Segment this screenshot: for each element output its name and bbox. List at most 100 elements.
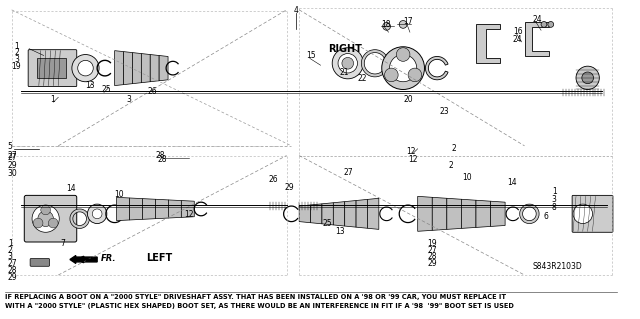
Text: 2: 2: [449, 161, 454, 170]
Text: 4: 4: [293, 6, 298, 15]
Text: 28: 28: [428, 252, 437, 262]
Text: 29: 29: [285, 182, 294, 191]
Text: 1: 1: [8, 239, 13, 248]
Text: WITH A "2000 STYLE" (PLASTIC HEX SHAPED) BOOT SET, AS THERE WOULD BE AN INTERFER: WITH A "2000 STYLE" (PLASTIC HEX SHAPED)…: [5, 303, 514, 309]
Polygon shape: [310, 204, 322, 224]
Polygon shape: [345, 201, 356, 227]
Text: 14: 14: [66, 184, 76, 194]
Text: 10: 10: [462, 173, 472, 182]
Circle shape: [399, 20, 407, 28]
Text: 25: 25: [323, 219, 332, 228]
Circle shape: [342, 57, 353, 69]
Text: 3: 3: [126, 95, 131, 104]
Text: 2: 2: [15, 48, 19, 57]
Polygon shape: [333, 202, 345, 226]
Wedge shape: [426, 56, 448, 80]
Circle shape: [381, 47, 424, 90]
Text: 22: 22: [358, 74, 367, 83]
Circle shape: [576, 66, 599, 90]
Text: 1: 1: [51, 95, 55, 104]
Circle shape: [49, 218, 58, 228]
Circle shape: [338, 54, 358, 73]
Text: 28: 28: [8, 266, 17, 275]
Text: LEFT: LEFT: [146, 253, 172, 263]
Circle shape: [33, 218, 43, 228]
Text: 28: 28: [156, 152, 165, 160]
Text: 20: 20: [403, 95, 413, 104]
Polygon shape: [124, 52, 132, 85]
Circle shape: [92, 209, 102, 219]
Polygon shape: [356, 199, 367, 228]
Text: 29: 29: [8, 161, 17, 170]
Polygon shape: [141, 54, 150, 83]
Text: 24: 24: [532, 16, 542, 25]
Polygon shape: [168, 200, 181, 218]
Polygon shape: [461, 199, 476, 228]
Text: 23: 23: [439, 107, 449, 116]
Text: 12: 12: [184, 210, 194, 219]
Circle shape: [41, 205, 51, 215]
Circle shape: [88, 204, 107, 224]
Circle shape: [582, 72, 593, 84]
Text: 19: 19: [428, 239, 437, 248]
Text: 27: 27: [344, 168, 353, 177]
Text: 18: 18: [381, 20, 390, 29]
FancyBboxPatch shape: [28, 50, 77, 86]
Text: S843R2103D: S843R2103D: [532, 262, 582, 271]
Polygon shape: [150, 55, 159, 82]
Circle shape: [385, 68, 398, 82]
Circle shape: [573, 204, 593, 224]
Text: 13: 13: [86, 81, 95, 90]
Text: 12: 12: [408, 155, 417, 164]
Text: 28: 28: [157, 155, 167, 164]
Circle shape: [332, 48, 364, 79]
Circle shape: [77, 60, 93, 76]
Text: 27: 27: [428, 246, 437, 255]
Text: FR.: FR.: [101, 254, 116, 263]
FancyBboxPatch shape: [24, 195, 77, 242]
Text: 15: 15: [306, 51, 316, 60]
Polygon shape: [132, 53, 141, 84]
Bar: [37, 58, 66, 78]
Polygon shape: [143, 199, 156, 219]
Text: 7: 7: [60, 239, 65, 248]
Text: 2: 2: [452, 144, 456, 153]
Text: 27: 27: [8, 259, 17, 268]
Polygon shape: [447, 198, 461, 229]
Text: 1: 1: [15, 42, 19, 51]
Circle shape: [408, 68, 422, 82]
Text: 1: 1: [552, 187, 557, 197]
Wedge shape: [520, 204, 539, 224]
FancyBboxPatch shape: [572, 195, 613, 232]
Text: 26: 26: [148, 87, 157, 96]
Polygon shape: [159, 56, 168, 81]
FancyBboxPatch shape: [30, 258, 49, 266]
Polygon shape: [116, 197, 129, 221]
Polygon shape: [299, 205, 310, 223]
Text: 21: 21: [340, 68, 349, 77]
Circle shape: [383, 22, 390, 30]
Text: 2: 2: [8, 246, 13, 255]
Text: 30: 30: [8, 169, 17, 178]
Text: 29: 29: [8, 273, 17, 282]
Text: 3: 3: [15, 55, 19, 64]
Text: 16: 16: [513, 27, 522, 36]
Wedge shape: [362, 50, 388, 77]
Circle shape: [72, 55, 99, 82]
Text: 19: 19: [12, 62, 21, 71]
Text: IF REPLACING A BOOT ON A "2000 STYLE" DRIVESHAFT ASSY. THAT HAS BEEN INSTALLED O: IF REPLACING A BOOT ON A "2000 STYLE" DR…: [5, 294, 506, 300]
Polygon shape: [322, 203, 333, 225]
Text: 8: 8: [552, 203, 557, 212]
Text: 12: 12: [406, 147, 415, 156]
Text: 5: 5: [8, 142, 13, 151]
Text: RIGHT: RIGHT: [328, 44, 362, 54]
Circle shape: [390, 55, 417, 82]
Polygon shape: [418, 197, 432, 231]
Text: 6: 6: [544, 212, 549, 221]
Polygon shape: [476, 25, 500, 63]
Text: 3: 3: [552, 195, 557, 204]
Polygon shape: [490, 201, 505, 226]
Wedge shape: [70, 209, 90, 228]
Text: 25: 25: [101, 85, 111, 94]
Polygon shape: [156, 199, 168, 219]
